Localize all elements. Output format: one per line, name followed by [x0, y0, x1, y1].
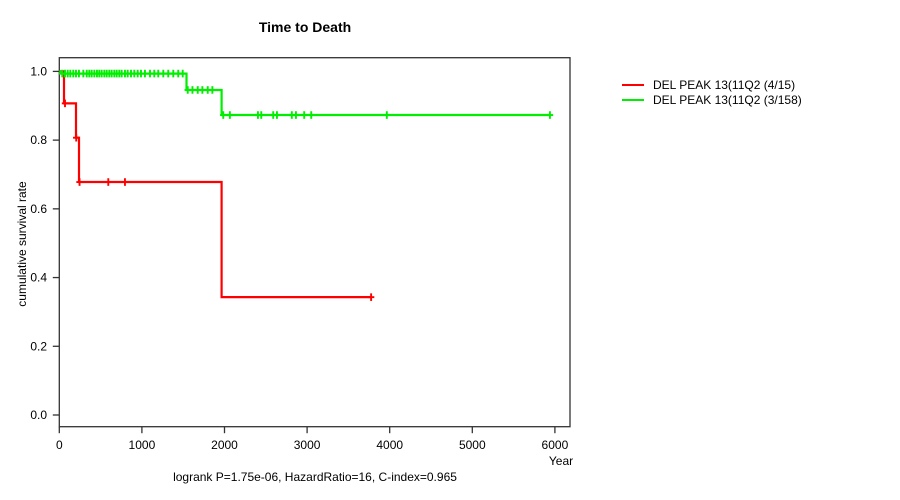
x-tick-label: 6000: [542, 438, 569, 452]
y-tick-label: 0.4: [30, 271, 47, 285]
x-tick-label: 3000: [294, 438, 321, 452]
legend-item-green: DEL PEAK 13(11Q2 (3/158): [622, 92, 802, 107]
x-tick-label: 1000: [129, 438, 156, 452]
y-tick-label: 1.0: [30, 64, 47, 78]
km-step-line: [59, 70, 372, 299]
x-tick-label: 4000: [376, 438, 403, 452]
legend-line-green: [622, 98, 644, 101]
y-tick-label: 0.2: [30, 339, 47, 353]
y-tick-label: 0.8: [30, 133, 47, 147]
chart-title: Time to Death: [258, 19, 352, 35]
x-tick-label: 5000: [459, 438, 486, 452]
x-tick-label: 2000: [211, 438, 238, 452]
y-axis-label: cumulative survival rate: [15, 181, 29, 307]
survival-curve-0: [59, 70, 375, 301]
survival-curve-1: [59, 69, 554, 119]
x-axis-label: Year: [548, 454, 574, 468]
legend-line-red: [622, 83, 644, 86]
y-tick-label: 0.0: [30, 408, 47, 422]
legend: DEL PEAK 13(11Q2 (4/15) DEL PEAK 13(11Q2…: [622, 77, 802, 107]
y-tick-label: 0.6: [30, 202, 47, 216]
legend-label-green: DEL PEAK 13(11Q2 (3/158): [653, 92, 802, 107]
legend-label-red: DEL PEAK 13(11Q2 (4/15): [653, 77, 796, 92]
stats-annotation: logrank P=1.75e-06, HazardRatio=16, C-in…: [173, 470, 457, 484]
x-tick-label: 0: [56, 438, 63, 452]
plot-border: [58, 57, 571, 428]
km-step-line: [59, 70, 550, 117]
legend-item-red: DEL PEAK 13(11Q2 (4/15): [622, 77, 802, 92]
